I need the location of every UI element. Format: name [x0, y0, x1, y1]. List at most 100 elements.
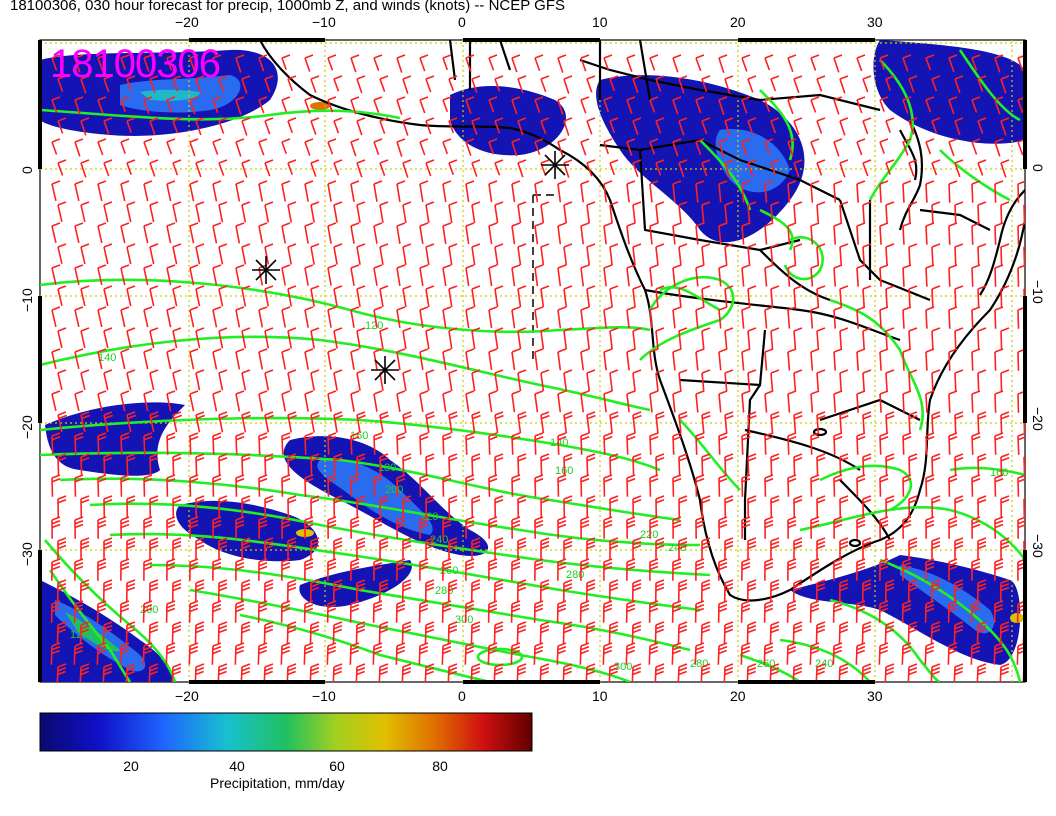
- wind-barb-feather: [350, 562, 360, 567]
- wind-barb-feather: [862, 159, 872, 164]
- wind-barb-feather: [327, 562, 337, 567]
- wind-barb-feather: [350, 600, 360, 605]
- wind-barb-feather: [833, 54, 843, 59]
- wind-barb-feather: [563, 411, 573, 416]
- wind-barb-staff: [879, 99, 885, 112]
- wind-barb-feather: [517, 411, 527, 416]
- wind-barb-feather: [626, 478, 636, 483]
- wind-barb-feather: [494, 625, 504, 630]
- wind-barb-feather: [856, 138, 866, 143]
- wind-barb-feather: [701, 499, 711, 504]
- wind-barb-feather: [465, 474, 475, 479]
- wind-barb-feather: [954, 414, 964, 420]
- wind-barb-staff: [327, 99, 334, 113]
- wind-barb-feather: [580, 390, 590, 395]
- wind-barb-feather: [908, 201, 918, 206]
- wind-barb-feather: [741, 390, 751, 395]
- wind-barb-feather: [810, 432, 820, 437]
- wind-barb-feather: [540, 495, 550, 500]
- wind-barb-feather: [908, 670, 917, 676]
- wind-barb-feather: [402, 583, 412, 588]
- wind-barb-feather: [281, 520, 291, 525]
- wind-barb-staff: [442, 351, 447, 371]
- wind-barb-feather: [166, 432, 176, 437]
- wind-barb-feather: [1000, 159, 1010, 164]
- wind-barb-staff: [166, 267, 172, 286]
- wind-barb-feather: [764, 474, 774, 479]
- wind-barb-feather: [770, 666, 780, 672]
- wind-barb-feather: [603, 96, 613, 101]
- wind-barb-feather: [258, 348, 268, 353]
- wind-barb-feather: [189, 646, 199, 651]
- wind-barb-feather: [856, 565, 866, 571]
- wind-barb-feather: [356, 159, 366, 164]
- wind-barb-feather: [724, 586, 734, 592]
- wind-barb-staff: [649, 99, 656, 113]
- wind-barb-feather: [902, 520, 912, 525]
- wind-barb-feather: [931, 670, 940, 676]
- wind-barb-feather: [557, 565, 567, 571]
- wind-barb-feather: [655, 159, 665, 164]
- wind-barb-staff: [304, 393, 309, 412]
- wind-barb-feather: [356, 499, 366, 504]
- wind-barb-feather: [747, 621, 757, 626]
- wind-barb-feather: [810, 607, 820, 613]
- wind-barb-staff: [1017, 393, 1020, 413]
- wind-barb-feather: [954, 495, 964, 500]
- wind-barb-feather: [97, 435, 107, 441]
- wind-barb-feather: [580, 565, 590, 571]
- wind-barb-feather: [672, 432, 682, 437]
- wind-barb-feather: [908, 628, 918, 634]
- wind-barb-feather: [448, 670, 457, 676]
- precip-max: [310, 102, 330, 110]
- wind-barb-feather: [793, 625, 803, 630]
- wind-barb-staff: [534, 351, 539, 371]
- wind-barb-feather: [396, 180, 406, 185]
- wind-barb-staff: [717, 645, 720, 665]
- wind-barb-feather: [609, 586, 619, 592]
- wind-barb-feather: [563, 537, 573, 542]
- wind-barb-feather: [672, 222, 682, 227]
- wind-barb-feather: [258, 604, 268, 609]
- wind-barb-feather: [931, 537, 941, 542]
- wind-barb-feather: [1000, 537, 1010, 542]
- wind-barb-feather: [310, 369, 320, 374]
- wind-barb-feather: [580, 562, 590, 567]
- wind-barb-staff: [350, 141, 357, 157]
- wind-barb-feather: [557, 516, 567, 521]
- wind-barb-staff: [120, 99, 126, 112]
- wind-barb-feather: [74, 523, 84, 529]
- wind-barb-feather: [57, 327, 67, 332]
- wind-barb-feather: [241, 453, 251, 458]
- wind-barb-feather: [143, 646, 153, 651]
- wind-barb-feather: [195, 625, 205, 630]
- wind-barb-staff: [724, 288, 728, 308]
- wind-barb-staff: [241, 204, 247, 223]
- wind-barb-staff: [172, 330, 178, 349]
- wind-barb-feather: [632, 159, 642, 164]
- wind-barb-feather: [402, 159, 412, 164]
- wind-barb-staff: [97, 183, 103, 202]
- wind-barb-feather: [356, 327, 366, 332]
- wind-barb-feather: [856, 180, 866, 185]
- wind-barb-feather: [448, 621, 458, 626]
- wind-barb-feather: [954, 243, 964, 248]
- wind-barb-feather: [327, 264, 337, 269]
- wind-barb-feather: [51, 604, 61, 609]
- wind-barb-feather: [672, 604, 682, 609]
- wind-barb-feather: [350, 523, 360, 529]
- wind-barb-feather: [488, 642, 498, 647]
- wind-barb-staff: [494, 288, 499, 308]
- wind-barb-staff: [212, 309, 218, 328]
- contour-label: 180: [378, 462, 396, 474]
- wind-barb-feather: [126, 411, 136, 416]
- wind-barb-feather: [287, 628, 297, 634]
- wind-barb-staff: [241, 330, 247, 349]
- wind-barb-feather: [264, 666, 274, 672]
- wind-barb-staff: [885, 288, 888, 308]
- wind-barb-staff: [350, 57, 357, 73]
- wind-barb-feather: [557, 264, 567, 269]
- wind-barb-staff: [833, 309, 837, 329]
- wind-barb-staff: [511, 183, 516, 203]
- wind-barb-feather: [166, 607, 176, 613]
